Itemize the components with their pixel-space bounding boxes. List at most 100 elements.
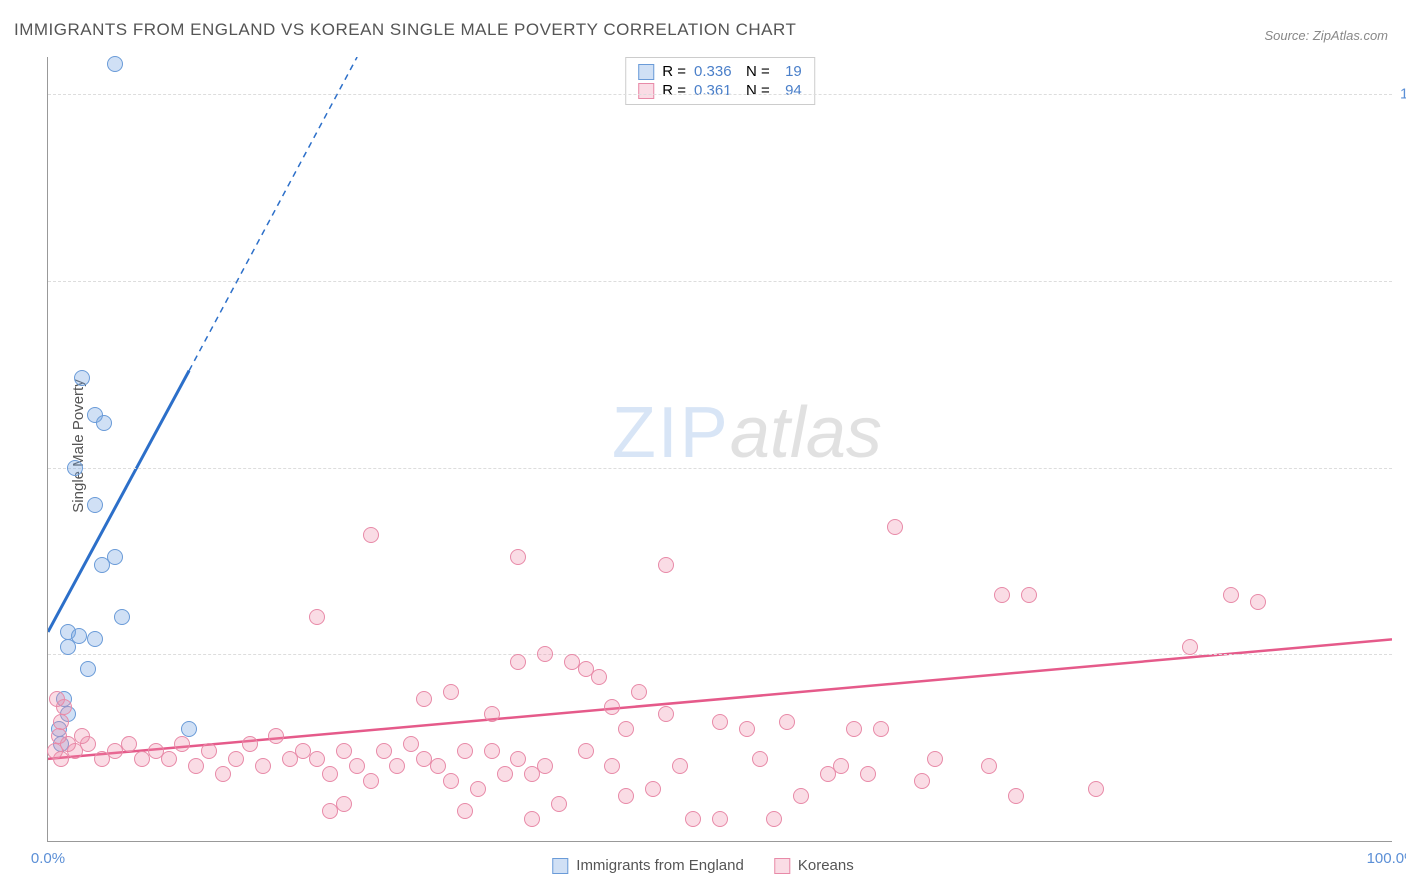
data-point xyxy=(309,751,325,767)
stat-n-label: N = xyxy=(746,82,770,99)
data-point xyxy=(363,527,379,543)
data-point xyxy=(161,751,177,767)
data-point xyxy=(604,758,620,774)
data-point xyxy=(1088,781,1104,797)
data-point xyxy=(833,758,849,774)
data-point xyxy=(524,811,540,827)
data-point xyxy=(457,743,473,759)
data-point xyxy=(685,811,701,827)
data-point xyxy=(376,743,392,759)
data-point xyxy=(497,766,513,782)
data-point xyxy=(322,766,338,782)
data-point xyxy=(215,766,231,782)
swatch-series1 xyxy=(638,64,654,80)
data-point xyxy=(981,758,997,774)
watermark-atlas: atlas xyxy=(730,393,882,473)
data-point xyxy=(994,587,1010,603)
data-point xyxy=(94,751,110,767)
watermark-zip: ZIP xyxy=(612,393,730,473)
source-attribution: Source: ZipAtlas.com xyxy=(1264,28,1388,43)
data-point xyxy=(470,781,486,797)
data-point xyxy=(860,766,876,782)
chart-container: IMMIGRANTS FROM ENGLAND VS KOREAN SINGLE… xyxy=(0,0,1406,892)
data-point xyxy=(49,691,65,707)
data-point xyxy=(618,721,634,737)
swatch-series1-icon xyxy=(552,858,568,874)
chart-title: IMMIGRANTS FROM ENGLAND VS KOREAN SINGLE… xyxy=(14,20,796,40)
data-point xyxy=(336,743,352,759)
stat-r-label: R = xyxy=(662,82,686,99)
data-point xyxy=(510,654,526,670)
ytick-label: 75.0% xyxy=(1400,273,1406,290)
data-point xyxy=(53,714,69,730)
ytick-label: 25.0% xyxy=(1400,646,1406,663)
data-point xyxy=(591,669,607,685)
legend-label-1: Immigrants from England xyxy=(576,857,744,874)
data-point xyxy=(537,758,553,774)
data-point xyxy=(658,557,674,573)
data-point xyxy=(1008,788,1024,804)
data-point xyxy=(107,56,123,72)
xtick-label: 0.0% xyxy=(31,850,65,867)
swatch-series2-icon xyxy=(774,858,790,874)
data-point xyxy=(268,728,284,744)
stats-legend-box: R = 0.336 N = 19 R = 0.361 N = 94 xyxy=(625,57,815,105)
data-point xyxy=(107,549,123,565)
stat-n-value-2: 94 xyxy=(778,82,802,99)
data-point xyxy=(389,758,405,774)
ytick-label: 50.0% xyxy=(1400,459,1406,476)
data-point xyxy=(201,743,217,759)
stat-r-value-2: 0.361 xyxy=(694,82,738,99)
data-point xyxy=(430,758,446,774)
stat-r-label: R = xyxy=(662,63,686,80)
data-point xyxy=(752,751,768,767)
data-point xyxy=(114,609,130,625)
data-point xyxy=(779,714,795,730)
data-point xyxy=(672,758,688,774)
data-point xyxy=(793,788,809,804)
data-point xyxy=(766,811,782,827)
ytick-label: 100.0% xyxy=(1400,86,1406,103)
data-point xyxy=(403,736,419,752)
stat-r-value-1: 0.336 xyxy=(694,63,738,80)
data-point xyxy=(416,691,432,707)
data-point xyxy=(510,751,526,767)
legend-item-2: Koreans xyxy=(774,857,854,874)
xtick-label: 100.0% xyxy=(1367,850,1406,867)
data-point xyxy=(96,415,112,431)
swatch-series2 xyxy=(638,83,654,99)
data-point xyxy=(74,370,90,386)
data-point xyxy=(712,714,728,730)
data-point xyxy=(631,684,647,700)
watermark: ZIPatlas xyxy=(612,392,882,474)
data-point xyxy=(914,773,930,789)
data-point xyxy=(551,796,567,812)
stat-n-label: N = xyxy=(746,63,770,80)
data-point xyxy=(578,743,594,759)
data-point xyxy=(443,684,459,700)
data-point xyxy=(255,758,271,774)
data-point xyxy=(134,751,150,767)
data-point xyxy=(510,549,526,565)
data-point xyxy=(739,721,755,737)
data-point xyxy=(174,736,190,752)
data-point xyxy=(363,773,379,789)
data-point xyxy=(658,706,674,722)
data-point xyxy=(336,796,352,812)
data-point xyxy=(309,609,325,625)
data-point xyxy=(181,721,197,737)
data-point xyxy=(645,781,661,797)
bottom-legend: Immigrants from England Koreans xyxy=(552,857,853,874)
data-point xyxy=(349,758,365,774)
data-point xyxy=(846,721,862,737)
legend-label-2: Koreans xyxy=(798,857,854,874)
data-point xyxy=(67,460,83,476)
data-point xyxy=(87,497,103,513)
legend-item-1: Immigrants from England xyxy=(552,857,744,874)
data-point xyxy=(1021,587,1037,603)
data-point xyxy=(443,773,459,789)
data-point xyxy=(80,661,96,677)
data-point xyxy=(1182,639,1198,655)
stats-row-series1: R = 0.336 N = 19 xyxy=(638,62,802,81)
data-point xyxy=(188,758,204,774)
